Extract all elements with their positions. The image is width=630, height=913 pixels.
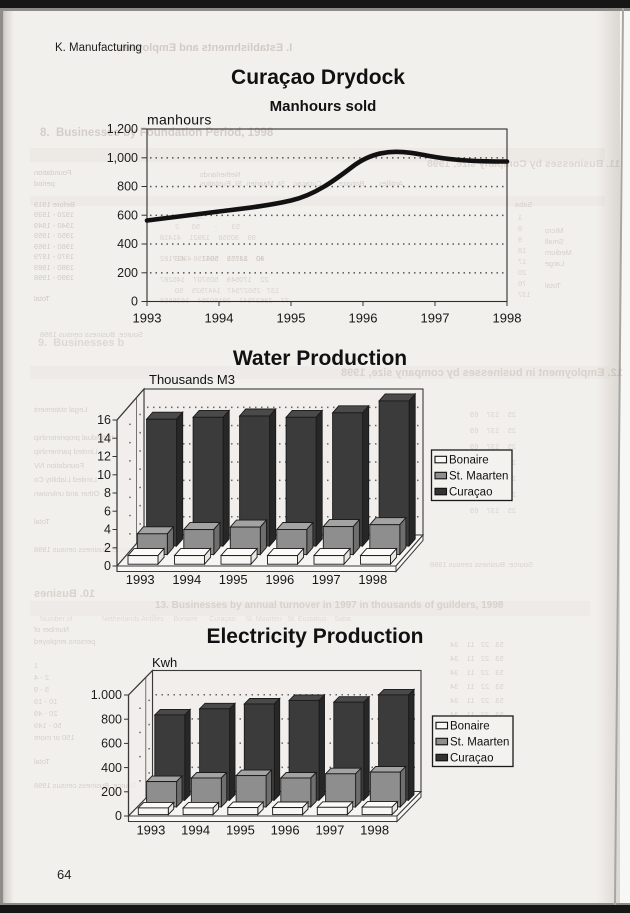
- svg-text:800: 800: [117, 180, 138, 194]
- svg-text:Curaçao: Curaçao: [450, 753, 493, 765]
- svg-text:Bonaire: Bonaire: [449, 455, 489, 467]
- svg-text:1995: 1995: [219, 572, 248, 587]
- svg-text:Bonaire: Bonaire: [450, 721, 490, 733]
- svg-text:600: 600: [117, 208, 138, 222]
- svg-text:1996: 1996: [349, 311, 378, 326]
- svg-text:1997: 1997: [421, 311, 450, 326]
- svg-text:1996: 1996: [265, 572, 294, 587]
- svg-text:Curaçao: Curaçao: [449, 487, 492, 499]
- svg-text:0: 0: [131, 295, 138, 309]
- svg-text:1993: 1993: [133, 311, 162, 326]
- svg-text:16: 16: [97, 413, 111, 427]
- svg-text:800: 800: [101, 712, 122, 726]
- svg-text:4: 4: [104, 523, 111, 537]
- svg-text:600: 600: [101, 737, 122, 751]
- svg-text:2: 2: [104, 541, 111, 555]
- svg-text:14: 14: [97, 431, 111, 445]
- svg-text:1995: 1995: [277, 311, 306, 326]
- svg-text:10: 10: [97, 468, 111, 482]
- svg-text:8: 8: [104, 486, 111, 500]
- svg-text:1997: 1997: [315, 823, 344, 838]
- svg-text:1998: 1998: [493, 311, 522, 326]
- svg-text:6: 6: [104, 505, 111, 519]
- svg-text:1994: 1994: [205, 311, 234, 326]
- svg-text:1994: 1994: [181, 823, 210, 838]
- svg-text:1993: 1993: [136, 823, 165, 838]
- svg-text:0: 0: [104, 559, 111, 573]
- svg-text:400: 400: [117, 237, 138, 251]
- svg-text:400: 400: [101, 761, 122, 775]
- svg-text:St. Maarten: St. Maarten: [449, 471, 508, 483]
- svg-text:1998: 1998: [358, 572, 387, 587]
- svg-text:St. Maarten: St. Maarten: [450, 737, 509, 749]
- svg-text:12: 12: [97, 450, 111, 464]
- svg-text:200: 200: [101, 785, 122, 799]
- svg-text:1993: 1993: [126, 572, 155, 587]
- svg-text:1994: 1994: [172, 572, 201, 587]
- svg-text:1.000: 1.000: [91, 688, 122, 702]
- svg-text:1996: 1996: [271, 823, 300, 838]
- svg-text:manhours: manhours: [147, 112, 212, 128]
- svg-text:200: 200: [117, 266, 138, 280]
- svg-text:1997: 1997: [312, 572, 341, 587]
- svg-text:1995: 1995: [226, 823, 255, 838]
- svg-text:1,200: 1,200: [107, 122, 138, 136]
- svg-text:0: 0: [115, 809, 122, 823]
- svg-text:1,000: 1,000: [107, 151, 138, 165]
- svg-text:1998: 1998: [360, 823, 389, 838]
